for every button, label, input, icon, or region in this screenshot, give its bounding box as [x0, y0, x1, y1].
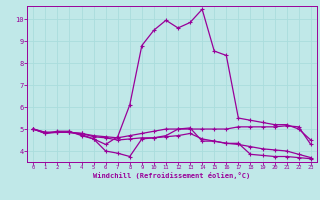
X-axis label: Windchill (Refroidissement éolien,°C): Windchill (Refroidissement éolien,°C)	[93, 172, 251, 179]
